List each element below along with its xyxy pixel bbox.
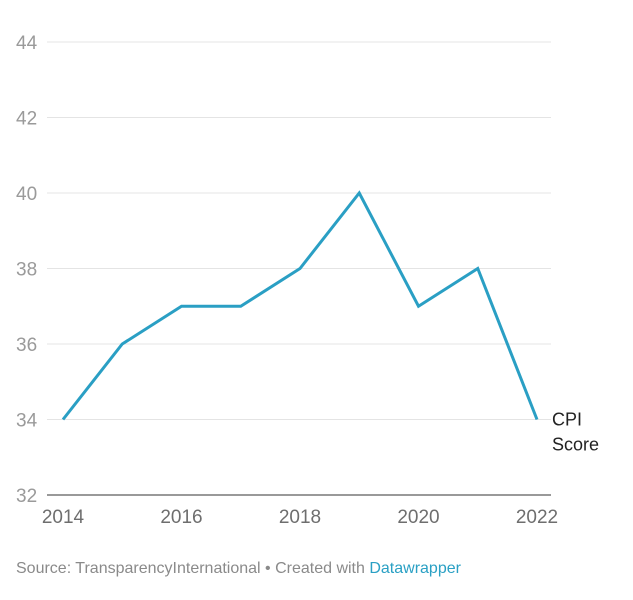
y-tick-label: 32	[16, 486, 37, 507]
series-label-line: Score	[552, 435, 599, 455]
line-chart: 32 34 36 38 40 42 44 2014 2016 2018 2020 2022 CPI S…	[16, 33, 599, 528]
x-tick-label: 2014	[42, 507, 85, 528]
y-tick-label: 36	[16, 335, 37, 356]
y-tick-label: 38	[16, 260, 37, 281]
y-tick-label: 34	[16, 411, 38, 432]
x-tick-label: 2018	[279, 507, 321, 528]
series-label: CPI Score	[552, 410, 599, 455]
series-label-line: CPI	[552, 410, 582, 430]
y-tick-label: 40	[16, 184, 37, 205]
datawrapper-link[interactable]: Datawrapper	[369, 560, 461, 577]
source-text: Source: TransparencyInternational • Crea…	[16, 560, 370, 577]
y-tick-label: 42	[16, 109, 37, 130]
x-axis-ticks: 2014 2016 2018 2020 2022	[42, 507, 558, 528]
x-tick-label: 2020	[397, 507, 439, 528]
x-tick-label: 2022	[516, 507, 558, 528]
series-layer: CPI Score	[61, 190, 599, 455]
y-tick-label: 44	[16, 33, 38, 54]
series-line-cpi-score	[61, 190, 539, 421]
source-footer: Source: TransparencyInternational • Crea…	[16, 560, 461, 578]
x-tick-label: 2016	[160, 507, 202, 528]
gridlines	[47, 41, 551, 496]
y-axis-ticks: 32 34 36 38 40 42 44	[16, 33, 38, 507]
